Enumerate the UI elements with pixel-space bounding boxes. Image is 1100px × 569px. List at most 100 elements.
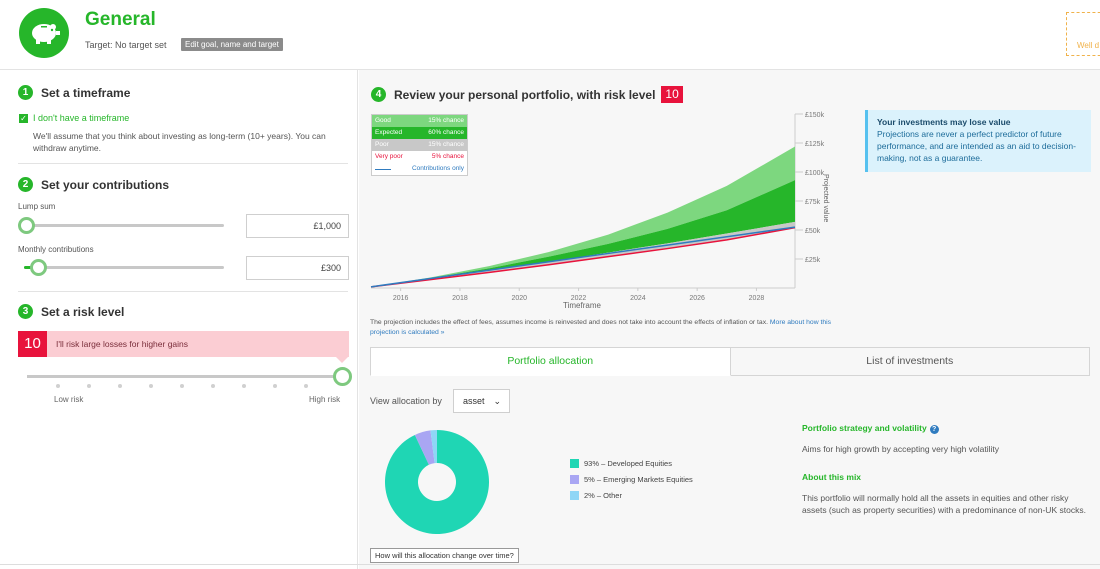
step-number: 2 [18, 177, 33, 192]
legend-swatch [570, 458, 579, 468]
risk-slider-thumb[interactable] [333, 367, 352, 386]
strategy-text: Aims for high growth by accepting very h… [802, 443, 1000, 454]
y-tick-label: £150k [805, 112, 825, 119]
legend-label: Contributions only [411, 165, 464, 172]
chevron-down-icon[interactable]: ⌄ [493, 396, 501, 406]
legend-chance: 15% chance [428, 141, 464, 148]
x-tick-label: 2024 [630, 295, 646, 302]
legend-chance: 5% chance [431, 153, 464, 160]
checkmark-icon[interactable]: ✓ [19, 113, 28, 123]
view-allocation-label: View allocation by [370, 396, 442, 406]
risk-description: I'll risk large losses for higher gains [56, 339, 189, 349]
info-icon[interactable]: ? [929, 425, 939, 434]
step-number: 1 [18, 85, 33, 100]
page-title: General [85, 9, 156, 30]
risk-tick [304, 384, 308, 388]
projection-info-link[interactable]: More about how this projection is calcul… [370, 319, 832, 336]
mix-title: About this mix [802, 472, 862, 482]
lump-sum-input[interactable]: £1,000 [246, 214, 349, 238]
divider [18, 291, 348, 292]
risk-tick [180, 384, 184, 388]
allocation-view-select[interactable]: asset ⌄ [453, 389, 510, 413]
risk-slider[interactable] [27, 367, 352, 386]
y-tick-label: £50k [805, 228, 821, 235]
monthly-slider[interactable] [24, 259, 224, 276]
contributions-line-swatch [375, 169, 391, 170]
y-axis-label: Projected value [822, 174, 829, 223]
risk-level-banner: 10 I'll risk large losses for higher gai… [18, 331, 349, 357]
allocation-legend-item: 93% – Developed Equities [570, 455, 693, 471]
high-risk-label: High risk [309, 395, 341, 404]
lump-sum-slider[interactable] [18, 217, 224, 234]
legend-swatch [570, 490, 579, 500]
risk-tick [242, 384, 246, 388]
donut-slice [385, 430, 489, 534]
x-tick-label: 2022 [571, 295, 587, 302]
x-tick-label: 2020 [511, 295, 527, 302]
lump-sum-label: Lump sum [18, 202, 56, 211]
allocation-label: 2% – Other [584, 490, 622, 500]
right-panel: 4 Review your personal portfolio, with r… [359, 70, 1100, 569]
y-tick-label: £100k [805, 170, 825, 177]
divider [18, 163, 348, 164]
risk-warning: Your investments may lose value Projecti… [865, 110, 1091, 172]
risk-level-badge: 10 [661, 86, 683, 103]
legend-label: Good [375, 117, 391, 124]
lump-sum-slider-thumb[interactable] [18, 217, 35, 234]
legend-item: Very poor 5% chance [372, 151, 467, 163]
strategy-panel: Portfolio strategy and volatility? Aims … [802, 422, 1092, 517]
step-timeframe-heading: 1 Set a timeframe [18, 85, 130, 100]
y-tick-label: £125k [805, 141, 825, 148]
mix-text: This portfolio will normally hold all th… [802, 492, 1086, 516]
risk-tick [273, 384, 277, 388]
allocation-change-button[interactable]: How will this allocation change over tim… [370, 548, 519, 563]
allocation-legend-item: 5% – Emerging Markets Equities [570, 471, 693, 487]
tab-portfolio-allocation[interactable]: Portfolio allocation [370, 347, 731, 376]
allocation-tabs: Portfolio allocation List of investments [370, 347, 1090, 376]
step-title: Set a timeframe [41, 85, 131, 100]
projection-disclaimer: The projection includes the effect of fe… [370, 318, 845, 338]
checkbox-label[interactable]: I don't have a timeframe [33, 113, 130, 123]
legend-item: Contributions only [372, 163, 467, 175]
monthly-slider-thumb[interactable] [30, 259, 47, 276]
risk-pointer [336, 357, 348, 363]
legend-item: Good 15% chance [372, 115, 467, 127]
target-text: Target: No target set [85, 40, 167, 50]
risk-tick [211, 384, 215, 388]
header: General Target: No target set Edit goal,… [0, 0, 1100, 70]
y-tick-label: £25k [805, 257, 821, 264]
expected-band [371, 180, 795, 287]
monthly-input[interactable]: £300 [246, 256, 349, 280]
x-tick-label: 2028 [749, 295, 765, 302]
edit-goal-button[interactable]: Edit goal, name and target [181, 38, 283, 51]
legend-label: Poor [375, 141, 389, 148]
no-timeframe-checkbox[interactable]: ✓ I don't have a timeframe [19, 113, 129, 123]
x-tick-label: 2018 [452, 295, 468, 302]
allocation-label: 5% – Emerging Markets Equities [584, 474, 693, 484]
step-risk-heading: 3 Set a risk level [18, 304, 124, 319]
legend-chance: 15% chance [428, 117, 464, 124]
donut-slice [414, 430, 435, 465]
contributions-line [370, 226, 796, 288]
allocation-label: 93% – Developed Equities [584, 458, 672, 468]
warning-text: Projections are never a perfect predicto… [877, 129, 1076, 163]
step-number: 4 [371, 87, 386, 102]
step-title: Set your contributions [41, 177, 170, 192]
allocation-legend: 93% – Developed Equities 5% – Emerging Ma… [570, 455, 693, 503]
chart-legend: Good 15% chance Expected 60% chance Poor 15% … [371, 114, 468, 176]
left-panel: 1 Set a timeframe ✓ I don't have a timef… [0, 70, 358, 569]
x-axis-label: Timeframe [563, 301, 601, 310]
allocation-view-value[interactable]: asset [463, 396, 485, 406]
very-poor-line [370, 226, 796, 288]
step-review-heading: 4 Review your personal portfolio, with r… [371, 86, 683, 103]
disclaimer-text: The projection includes the effect of fe… [370, 319, 768, 326]
legend-item: Expected 60% chance [372, 127, 467, 139]
y-tick-label: £75k [805, 199, 821, 206]
tab-list-of-investments[interactable]: List of investments [730, 347, 1090, 376]
allocation-donut-chart [385, 430, 489, 534]
risk-level-number: 10 [18, 331, 47, 357]
step-title: Set a risk level [41, 304, 125, 319]
divider [0, 564, 1100, 565]
risk-tick [87, 384, 91, 388]
low-risk-label: Low risk [54, 395, 84, 404]
